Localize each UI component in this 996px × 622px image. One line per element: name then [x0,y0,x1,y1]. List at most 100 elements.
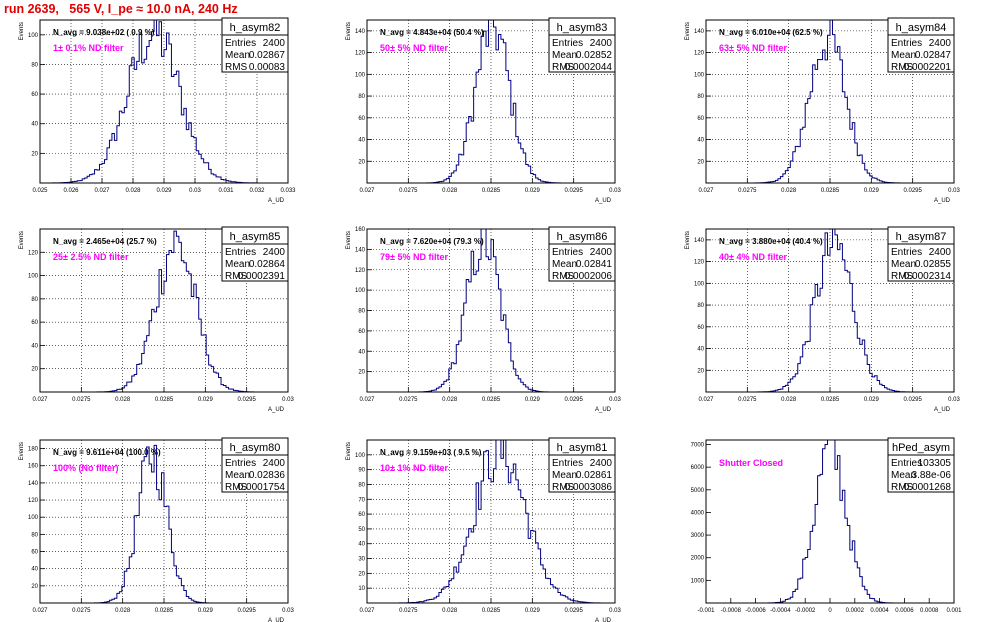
y-axis-label: Events [19,22,25,40]
x-tick-label: 0.032 [249,188,265,194]
x-tick-label: 0.028 [781,397,797,403]
y-tick-label: 80 [697,303,704,309]
filter-annotation: 1± 0.1% ND filter [53,43,124,53]
filter-annotation: 100% (No filter) [53,463,119,473]
stats-key: Mean [552,50,577,61]
stats-value: 0.0001268 [904,482,952,493]
x-tick-label: 0.001 [946,608,962,614]
y-tick-label: 100 [355,453,366,459]
x-tick-label: 0.0285 [482,188,501,194]
stats-box-frame [887,17,955,73]
histogram-panel-h_asym82: 0.025 0.026 0.027 0.028 0.029 0.03 0.031 0.032 0… [19,17,296,204]
y-tick-label: 60 [697,116,704,122]
stats-value: 0.02852 [576,50,613,61]
filter-annotation: 63± 5% ND filter [719,43,787,53]
x-tick-label: 0.0275 [72,608,91,614]
y-tick-label: 4000 [691,510,705,516]
stats-box: h_asym80 Entries 2400 Mean0.02836RMS0.00017… [221,437,289,493]
x-tick-label: 0.027 [94,188,110,194]
x-tick-label: 0.028 [115,397,131,403]
navg-label: N_avg = 2.465e+04 (25.7 %) [53,237,157,246]
stats-key: Mean [552,259,577,270]
x-tick-label: 0.026 [63,188,79,194]
x-tick-label: 0.0275 [399,397,418,403]
y-tick-label: 20 [31,367,38,373]
y-tick-label: 80 [358,309,365,315]
y-tick-label: 7000 [691,443,705,449]
y-tick-label: 40 [31,122,38,128]
stats-box: h_asym83 Entries 2400 Mean0.02852RMS0.00020… [548,17,616,73]
histogram-panel-h_asym85: 0.027 0.0275 0.028 0.0285 0.029 0.0295 0.03 20 4… [19,226,294,413]
x-axis-label: A_UD [268,618,285,622]
y-tick-label: 40 [358,349,365,355]
x-tick-label: 0.03 [282,397,294,403]
x-tick-label: 0.025 [32,188,48,194]
y-tick-label: 140 [694,238,705,244]
x-tick-label: 0.027 [32,608,48,614]
y-axis-label: Events [19,231,25,249]
stats-value: 103305 [918,458,952,469]
stats-key: Entries [225,38,256,49]
x-axis-label: A_UD [268,198,285,204]
y-tick-label: 80 [31,62,38,68]
x-tick-label: 0.028 [125,188,141,194]
stats-box-title: h_asym81 [557,442,608,454]
x-tick-label: 0.029 [525,188,541,194]
stats-box: h_asym81 Entries 2400 Mean0.02861RMS0.00030… [548,437,616,493]
x-tick-label: 0 [828,608,832,614]
stats-value: 0.0002314 [904,271,952,282]
y-tick-label: 60 [31,550,38,556]
y-tick-label: 160 [355,227,366,233]
y-tick-label: 60 [31,320,38,326]
stats-value: 0.0003086 [565,482,613,493]
stats-box: h_asym84 Entries 2400 Mean0.02847RMS0.00022… [887,17,955,73]
x-tick-label: 0.029 [198,608,214,614]
y-axis-label: Events [346,231,352,249]
filter-annotation: 50± 5% ND filter [380,43,448,53]
x-tick-label: 0.0295 [237,608,256,614]
stats-box-title: h_asym80 [230,442,281,454]
histogram-panel-h_asym80: 0.027 0.0275 0.028 0.0285 0.029 0.0295 0.03 20 4… [19,437,294,622]
navg-label: N_avg = 9.611e+04 (100.0 %) [53,448,161,457]
x-tick-label: 0.0285 [482,397,501,403]
y-axis-label: Events [685,231,691,249]
navg-label: N_avg = 9.038e+02 ( 0.9 %) [53,28,155,37]
stats-key: Entries [891,38,922,49]
y-tick-label: 40 [358,542,365,548]
stats-key: RMS [891,271,914,282]
stats-key: Mean [225,50,250,61]
x-tick-label: 0.027 [359,188,375,194]
stats-box-frame [887,226,955,282]
y-tick-label: 60 [358,512,365,518]
y-tick-label: 1000 [691,578,705,584]
x-tick-label: -0.0004 [770,608,791,614]
stats-value: 0.0002044 [565,62,613,73]
stats-key: Mean [891,50,916,61]
stats-key: Mean [225,470,250,481]
stats-value: 0.02861 [576,470,613,481]
stats-key: RMS [552,62,575,73]
x-tick-label: 0.0285 [155,397,174,403]
y-tick-label: 40 [697,347,704,353]
x-tick-label: 0.0285 [155,608,174,614]
y-axis-label: Events [346,442,352,460]
y-tick-label: 100 [694,281,705,287]
y-tick-label: 2000 [691,556,705,562]
stats-box-title: h_asym82 [230,22,281,34]
stats-box-frame [221,437,289,493]
y-tick-label: 40 [31,567,38,573]
stats-value: 2400 [929,38,952,49]
y-tick-label: 6000 [691,465,705,471]
x-axis-label: A_UD [934,198,951,204]
histogram-panel-h_asym84: 0.027 0.0275 0.028 0.0285 0.029 0.0295 0.03 20 4… [685,17,960,204]
x-tick-label: 0.03 [189,188,201,194]
y-tick-label: 120 [28,498,39,504]
y-tick-label: 140 [355,29,366,35]
stats-value: 0.0002391 [238,271,286,282]
x-tick-label: -0.0002 [795,608,816,614]
stats-key: RMS [225,482,248,493]
y-tick-label: 140 [355,247,366,253]
stats-key: Entries [552,38,583,49]
stats-key: Mean [891,470,916,481]
